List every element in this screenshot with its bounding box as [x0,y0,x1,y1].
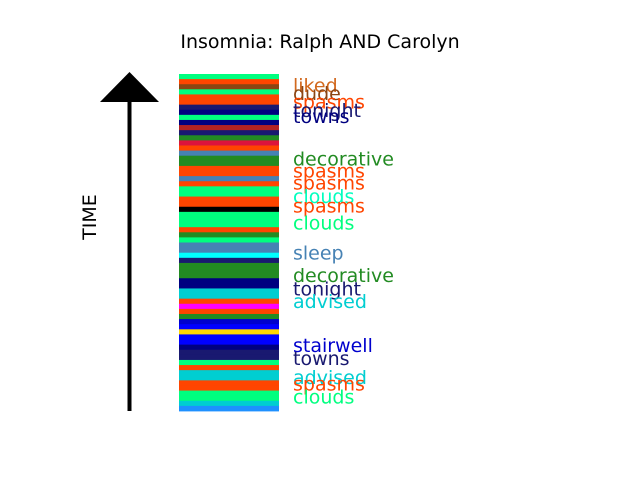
event-label: spasms [293,92,365,114]
event-label: towns [293,348,350,370]
timeline-stripe [179,140,279,146]
event-label: clouds [293,186,354,208]
timeline-stripe [179,288,279,294]
timeline-stripe [179,339,279,346]
timeline-stripe [179,344,279,351]
timeline-stripe [179,390,279,397]
timeline-stripe [179,125,279,131]
timeline-stripe [179,79,279,85]
timeline-stripe [179,222,279,228]
timeline-stripe [179,119,279,126]
event-label: dude [293,83,341,105]
timeline-stripe [179,206,279,213]
timeline-stripe [179,160,279,167]
event-label: liked [293,75,338,97]
event-labels: likeddudespasmstonighttownsdecorativespa… [293,75,394,409]
timeline-stripe [179,191,279,197]
timeline-stripe [179,216,279,223]
timeline-stripe [179,329,279,335]
timeline-stripe [179,150,279,157]
timeline-stripe [179,242,279,249]
timeline-stripe [179,257,279,264]
time-axis-label: TIME [79,194,101,241]
timeline-stripe [179,308,279,315]
event-label: tonight [293,100,361,122]
timeline-stripe [179,196,279,203]
timeline-stripe [179,155,279,162]
timeline-stripe [179,211,279,218]
event-label: stairwell [293,335,373,357]
timeline-stripe [179,349,279,356]
timeline-stripe [179,293,279,300]
timeline-stripe [179,400,279,407]
timeline-stripe [179,84,279,90]
timeline-stripe [179,165,279,172]
event-label: sleep [293,243,344,265]
timeline-stripe [179,252,279,259]
event-label: spasms [293,173,365,195]
timeline-stripe [179,232,279,238]
timeline-stripe [179,405,279,412]
timeline-stripe [179,104,279,111]
event-label: decorative [293,148,394,170]
event-label: clouds [293,212,354,234]
timeline-stripe [179,385,279,391]
timeline-stripe [179,130,279,136]
timeline-stripe [179,303,279,310]
timeline-stripe [179,262,279,269]
timeline-stripe [179,375,279,381]
timeline-stripe [179,227,279,233]
timeline-stripe [179,94,279,100]
timeline-stripe [179,135,279,141]
timeline-stripe [179,247,279,254]
timeline-stripe [179,283,279,289]
event-label: towns [293,106,350,128]
timeline-stripe [179,370,279,376]
time-arrow-head [100,72,159,102]
timeline-stripe [179,365,279,371]
timeline-stripe [179,273,279,279]
timeline-stripe [179,354,279,361]
timeline-stripe [179,171,279,177]
timeline-stripe [179,99,279,106]
event-label: spasms [293,195,365,217]
event-label: clouds [293,387,354,409]
timeline-stripe [179,298,279,305]
timeline-stripe [179,176,279,182]
timeline-stripe [179,114,279,121]
timeline-stripe [179,334,279,340]
event-label: spasms [293,374,365,396]
timeline-stripe [179,201,279,208]
timeline-stripe [179,380,279,386]
timeline-stripes [179,74,279,412]
event-label: advised [293,291,367,313]
event-label: decorative [293,265,394,287]
timeline-stripe [179,237,279,243]
timeline-stripe [179,313,279,320]
timeline-stripe [179,109,279,116]
timeline-stripe [179,359,279,366]
timeline-stripe [179,324,279,330]
event-label: spasms [293,161,365,183]
timeline-stripe [179,145,279,151]
timeline-stripe [179,319,279,325]
timeline-stripe [179,181,279,187]
chart-title: Insomnia: Ralph AND Carolyn [180,31,460,53]
timeline-stripe [179,74,279,80]
event-label: advised [293,367,367,389]
timeline-stripe [179,89,279,95]
event-label: tonight [293,279,361,301]
timeline-stripe [179,268,279,274]
timeline-stripe [179,395,279,402]
timeline-stripe [179,278,279,284]
timeline-stripe [179,186,279,192]
